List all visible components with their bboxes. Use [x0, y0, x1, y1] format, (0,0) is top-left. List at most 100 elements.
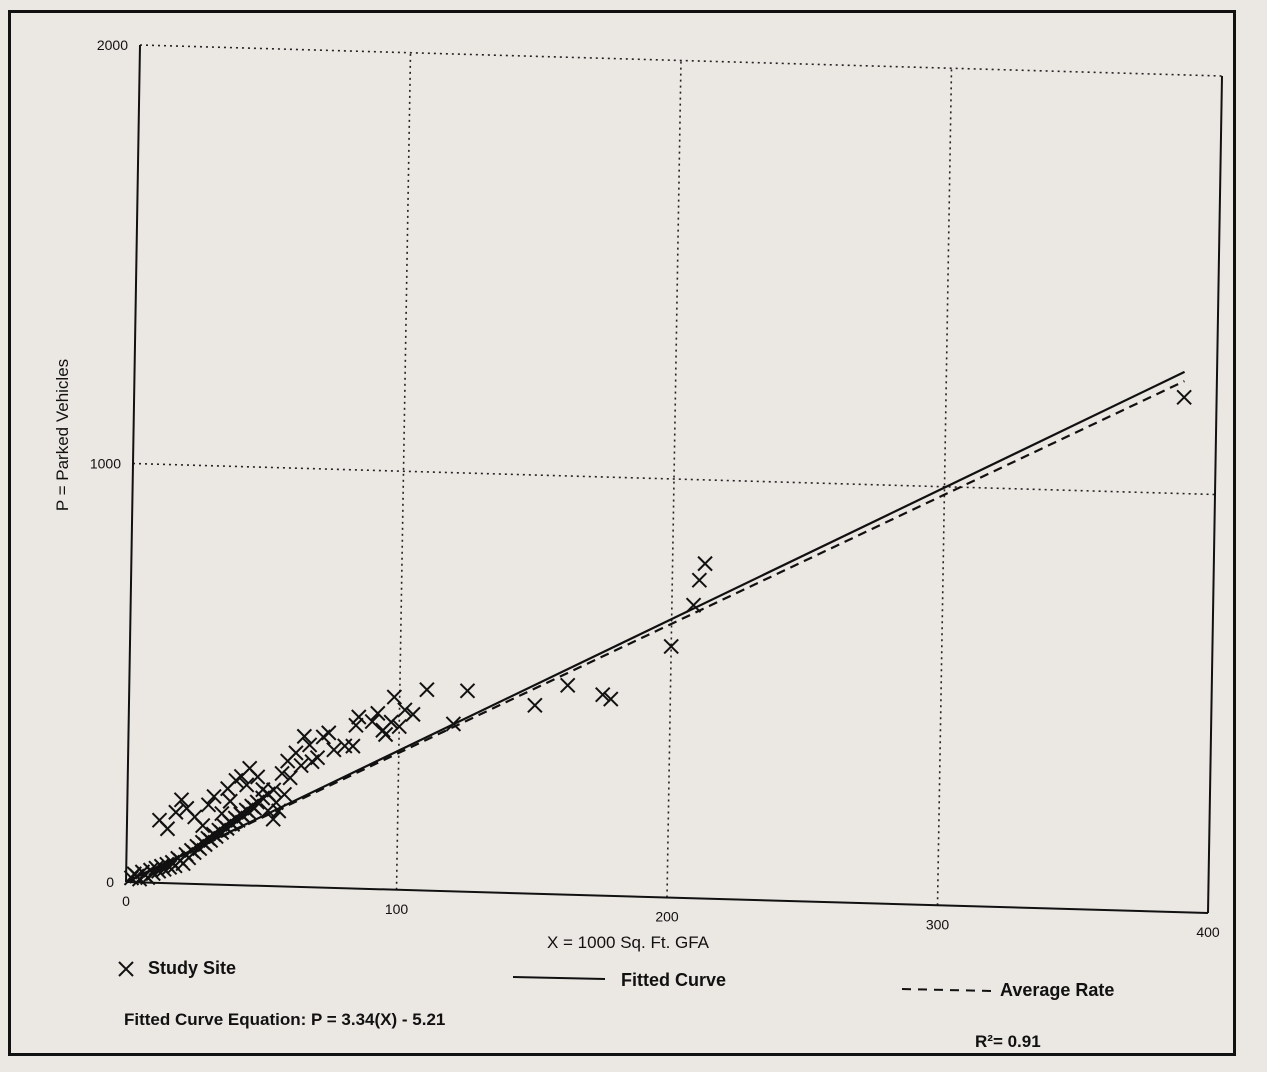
- gridline-x-300: [936, 68, 953, 906]
- y-tick-label-1000: 1000: [90, 456, 121, 472]
- data-point-stroke: [351, 709, 367, 725]
- data-point: [293, 757, 309, 774]
- data-point-stroke: [419, 681, 435, 698]
- right-axis-line: [1207, 75, 1223, 914]
- data-point-stroke: [179, 800, 195, 817]
- x-axis-line: [125, 881, 1209, 914]
- data-point: [364, 713, 380, 730]
- data-point: [309, 749, 326, 766]
- data-point: [370, 705, 386, 722]
- data-point-stroke: [293, 757, 309, 774]
- legend-marker-study-site: [118, 961, 134, 977]
- data-point-stroke: [691, 572, 708, 588]
- data-point: [326, 742, 342, 758]
- data-point: [527, 697, 543, 714]
- y-axis-line: [125, 44, 141, 883]
- data-point: [265, 811, 281, 827]
- data-point: [296, 728, 313, 745]
- data-point-stroke: [255, 781, 271, 798]
- data-point-stroke: [276, 786, 293, 803]
- y-tick-label-0: 0: [106, 874, 114, 890]
- data-point-stroke: [241, 760, 258, 777]
- data-point-stroke: [249, 769, 266, 785]
- data-point: [445, 716, 462, 732]
- data-point-stroke: [159, 821, 176, 837]
- data-point-stroke: [337, 738, 353, 754]
- data-point-stroke: [222, 793, 238, 809]
- data-point: [351, 709, 367, 725]
- data-point-stroke: [296, 728, 313, 745]
- data-point-stroke: [348, 717, 364, 734]
- data-point: [301, 737, 318, 753]
- data-point-stroke: [527, 697, 543, 714]
- data-point-stroke: [663, 638, 679, 655]
- data-points: [123, 389, 1192, 887]
- data-point: [222, 793, 238, 809]
- data-point-stroke: [364, 713, 380, 730]
- x-tick-label-200: 200: [655, 909, 679, 925]
- data-point: [195, 817, 211, 834]
- data-point: [663, 638, 679, 655]
- data-point-stroke: [377, 726, 394, 743]
- data-point-stroke: [309, 749, 326, 766]
- data-point: [168, 804, 184, 820]
- data-point-stroke: [238, 777, 255, 793]
- legend-line-fitted-curve: [512, 976, 606, 980]
- data-point-stroke: [168, 804, 184, 820]
- data-point: [337, 738, 353, 754]
- data-point-stroke: [445, 716, 462, 732]
- data-point: [386, 689, 403, 705]
- figure-frame: [8, 10, 1236, 1056]
- data-point: [321, 725, 337, 741]
- data-point-stroke: [391, 718, 407, 735]
- data-point-stroke: [301, 737, 318, 753]
- data-point: [288, 745, 304, 761]
- data-point: [697, 555, 713, 572]
- data-point: [249, 769, 266, 785]
- x-tick-label-0: 0: [122, 893, 130, 909]
- r-squared-value: R²= 0.91: [975, 1032, 1041, 1051]
- data-point: [274, 765, 290, 782]
- data-point-stroke: [345, 738, 361, 754]
- data-point: [560, 677, 576, 694]
- trend-lines: [125, 370, 1186, 883]
- gridline-y-2000: [139, 44, 1223, 77]
- data-point: [397, 702, 413, 718]
- data-point-stroke: [195, 817, 211, 834]
- gridline-x-200: [666, 60, 682, 898]
- x-tick-label-100: 100: [385, 901, 409, 917]
- data-point-stroke: [595, 686, 611, 703]
- data-point-stroke: [151, 812, 168, 828]
- legend-label-fitted-curve: Fitted Curve: [621, 970, 727, 990]
- tick-labels: 0 100 200 300 400 0 1000 2000: [90, 37, 1220, 940]
- data-point: [238, 777, 255, 793]
- data-point: [603, 691, 619, 707]
- data-point-stroke: [370, 705, 386, 722]
- data-point-stroke: [265, 811, 281, 827]
- data-point: [348, 717, 364, 734]
- data-point-stroke: [560, 677, 576, 694]
- legend-line-average-rate: [901, 988, 993, 992]
- data-point: [383, 714, 399, 730]
- data-point-stroke: [386, 689, 403, 705]
- data-point: [276, 786, 293, 803]
- data-point: [459, 683, 476, 699]
- data-point-stroke: [214, 805, 230, 822]
- data-point-stroke: [271, 803, 287, 819]
- data-point-stroke: [685, 597, 702, 613]
- axes: [125, 44, 1223, 914]
- data-point-stroke: [397, 702, 413, 718]
- data-point: [345, 738, 361, 754]
- average-rate-line: [125, 380, 1185, 883]
- data-point: [691, 572, 708, 588]
- data-point: [214, 805, 230, 822]
- data-point: [255, 781, 271, 798]
- fitted-curve-equation: Fitted Curve Equation: P = 3.34(X) - 5.2…: [124, 1010, 446, 1029]
- data-point-stroke: [206, 788, 222, 805]
- data-point: [391, 718, 407, 735]
- data-point: [1176, 389, 1192, 406]
- data-point-stroke: [187, 809, 203, 825]
- x-axis-label: X = 1000 Sq. Ft. GFA: [547, 933, 710, 952]
